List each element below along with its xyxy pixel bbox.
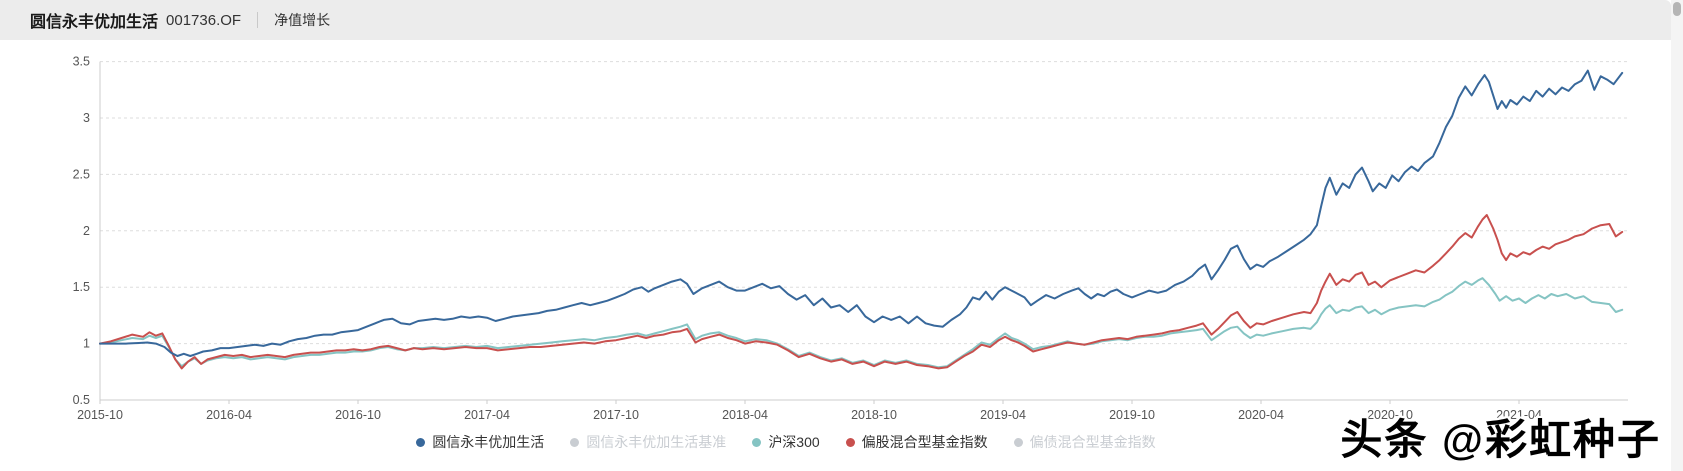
scrollbar-thumb[interactable]	[1673, 2, 1681, 16]
fund-name: 圆信永丰优加生活	[30, 14, 159, 31]
legend-dot-icon	[570, 437, 580, 447]
legend-item-5[interactable]: 偏债混合型基金指数	[1013, 432, 1156, 452]
y-axis-label: 3.5	[73, 55, 90, 69]
legend-dot-icon	[845, 437, 855, 447]
x-axis-label: 2019-04	[980, 408, 1026, 422]
y-axis-label: 1	[83, 337, 90, 351]
y-axis-label: 2	[83, 224, 90, 238]
series-line[interactable]	[99, 277, 1624, 369]
x-axis-label: 2016-10	[335, 408, 381, 422]
legend-label: 偏股混合型基金指数	[861, 434, 988, 450]
x-axis-label: 2020-04	[1238, 408, 1284, 422]
legend-item-2[interactable]: 圆信永丰优加生活基准	[570, 432, 726, 452]
legend-label: 圆信永丰优加生活	[432, 434, 545, 450]
y-axis-label: 0.5	[73, 393, 90, 407]
legend-dot-icon	[1013, 437, 1023, 447]
x-axis-label: 2019-10	[1109, 408, 1155, 422]
legend-dot-icon	[752, 437, 762, 447]
x-axis-label: 2021-04	[1496, 408, 1542, 422]
chart-legend: 圆信永丰优加生活 圆信永丰优加生活基准 沪深300 偏股混合型基金指数 偏债混合型基金指…	[0, 432, 1572, 452]
legend-item-4[interactable]: 偏股混合型基金指数	[845, 432, 988, 452]
series-line[interactable]	[99, 69, 1624, 357]
legend-label: 沪深300	[768, 434, 820, 450]
header-divider	[257, 12, 259, 28]
x-axis-label: 2017-04	[464, 408, 510, 422]
x-axis-label: 2018-04	[722, 408, 768, 422]
x-axis-label: 2018-10	[851, 408, 897, 422]
x-axis-label: 2015-10	[77, 408, 123, 422]
header-bar: 圆信永丰优加生活 001736.OF 净值增长	[0, 0, 1671, 40]
legend-label: 圆信永丰优加生活基准	[586, 434, 727, 450]
series-line[interactable]	[99, 214, 1624, 370]
x-axis-label: 2020-10	[1367, 408, 1413, 422]
legend-label: 偏债混合型基金指数	[1029, 434, 1156, 450]
legend-dot-icon	[416, 437, 426, 447]
y-axis-label: 2.5	[73, 167, 90, 181]
y-axis-label: 1.5	[73, 280, 90, 294]
x-axis-label: 2017-10	[593, 408, 639, 422]
fund-code: 001736.OF	[166, 11, 242, 29]
tab-nav-growth[interactable]: 净值增长	[274, 12, 331, 28]
x-axis-label: 2016-04	[206, 408, 252, 422]
y-axis-label: 3	[83, 111, 90, 125]
legend-item-1[interactable]: 圆信永丰优加生活	[416, 432, 544, 452]
scrollbar-track[interactable]	[1671, 0, 1683, 471]
watermark-text: 头条 @彩虹种子	[1340, 416, 1661, 463]
legend-item-3[interactable]: 沪深300	[752, 432, 820, 452]
